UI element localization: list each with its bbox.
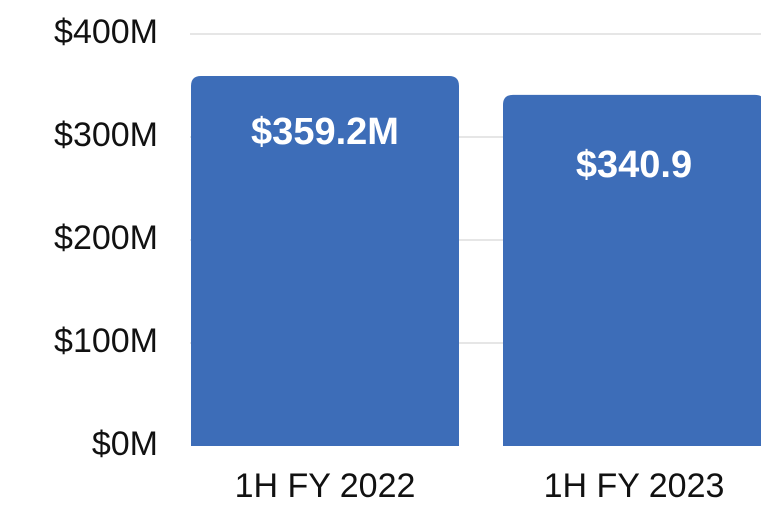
- bars: [191, 76, 761, 447]
- y-tick-label: $400M: [54, 13, 158, 51]
- y-tick-label: $200M: [54, 219, 158, 257]
- y-tick-label: $100M: [54, 322, 158, 360]
- y-tick-label: $300M: [54, 116, 158, 154]
- y-tick-label: $0M: [92, 425, 158, 463]
- data-label: $340.9: [576, 144, 692, 186]
- bar-2: [503, 94, 761, 446]
- data-labels: $359.2M $340.9: [251, 111, 692, 186]
- x-tick-label: 1H FY 2023: [544, 467, 725, 505]
- data-label: $359.2M: [251, 111, 399, 153]
- bar-1: [191, 76, 459, 447]
- x-axis-ticks: 1H FY 2022 1H FY 2023: [235, 467, 725, 505]
- x-tick-label: 1H FY 2022: [235, 467, 416, 505]
- y-axis-ticks: $0M $100M $200M $300M $400M: [54, 13, 158, 463]
